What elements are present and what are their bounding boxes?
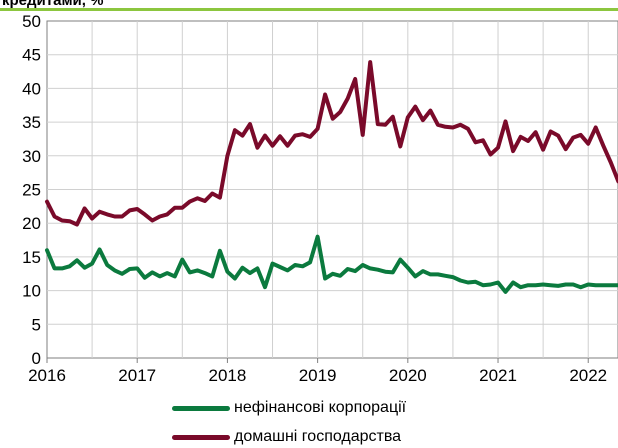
y-tick-label: 40 [22, 79, 41, 98]
x-tick-label: 2016 [28, 366, 66, 385]
x-tick-label: 2019 [299, 366, 337, 385]
y-tick-label: 10 [22, 282, 41, 301]
series-layer [45, 60, 618, 294]
axis-ticks: 0 5 10 15 20 25 30 35 40 45 50 2016 2017 2018 2019 2020… [22, 12, 607, 385]
x-tick-label: 2022 [569, 366, 607, 385]
grid [47, 21, 618, 358]
x-tick-label: 2020 [389, 366, 427, 385]
y-tick-label: 30 [22, 147, 41, 166]
y-tick-label: 45 [22, 46, 41, 65]
y-tick-label: 35 [22, 113, 41, 132]
y-tick-label: 25 [22, 181, 41, 200]
series-line-1 [45, 234, 618, 294]
chart-title: кредитами, % [2, 0, 104, 9]
title-rule [0, 8, 618, 11]
x-tick-label: 2021 [479, 366, 517, 385]
y-tick-label: 15 [22, 248, 41, 267]
y-tick-label: 0 [32, 349, 41, 368]
y-tick-label: 50 [22, 12, 41, 31]
y-tick-label: 20 [22, 214, 41, 233]
x-tick-label: 2017 [118, 366, 156, 385]
y-tick-label: 5 [32, 315, 41, 334]
series-line-2 [45, 60, 618, 227]
x-tick-label: 2018 [208, 366, 246, 385]
